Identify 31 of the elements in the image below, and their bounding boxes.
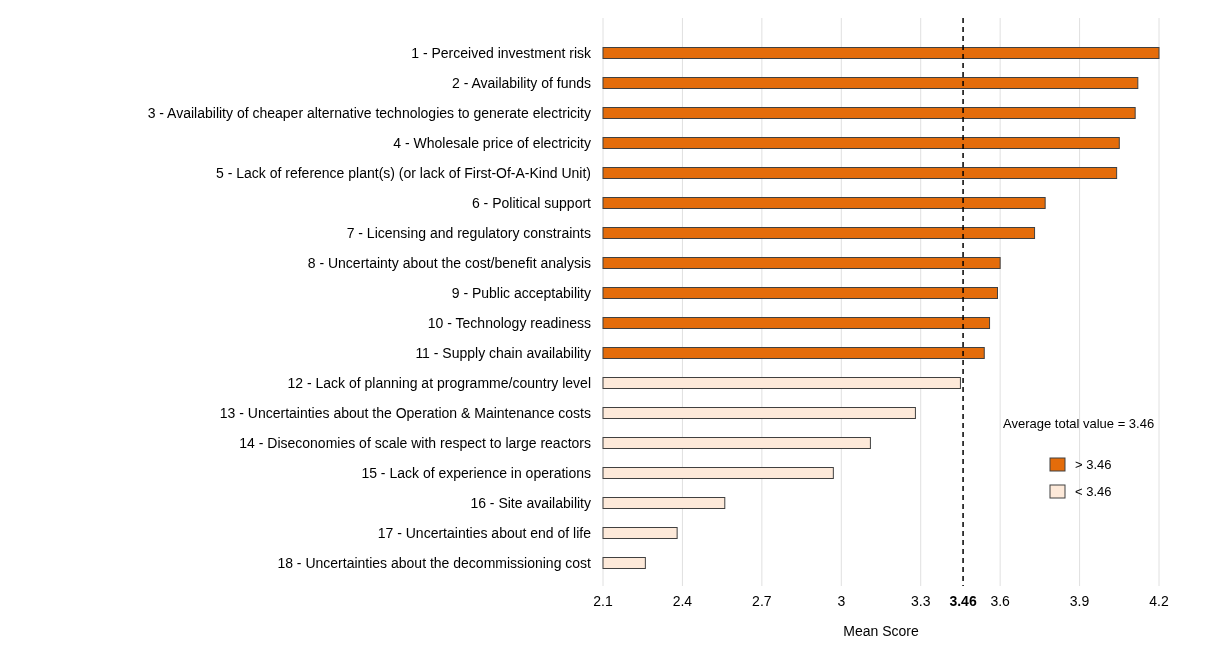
y-tick-label: 9 - Public acceptability: [451, 284, 591, 301]
y-tick-label: 5 - Lack of reference plant(s) (or lack of First-Of-A-Kind Unit): [216, 164, 591, 181]
y-tick-label: 13 - Uncertainties about the Operation & Maintenance costs: [219, 404, 591, 421]
y-tick-label: 3 - Availability of cheaper alternative technologies to generate electricity: [147, 104, 591, 121]
x-tick-label: 3.46: [949, 593, 977, 609]
y-tick-label: 8 - Uncertainty about the cost/benefit analysis: [307, 254, 591, 271]
x-axis-title: Mean Score: [843, 623, 919, 639]
y-tick-label: 7 - Licensing and regulatory constraints: [346, 224, 591, 241]
y-tick-label: 4 - Wholesale price of electricity: [393, 134, 591, 151]
y-tick-label: 14 - Diseconomies of scale with respect to large reactors: [239, 434, 591, 451]
x-tick-label: 3.6: [990, 593, 1011, 609]
legend-label: < 3.46: [1075, 484, 1112, 499]
x-tick-label: 4.2: [1149, 593, 1169, 609]
y-tick-label: 6 - Political support: [471, 194, 592, 211]
x-tick-label: 2.7: [752, 593, 772, 609]
y-tick-label: 2 - Availability of funds: [451, 74, 591, 91]
legend-title: Average total value = 3.46: [1003, 416, 1155, 431]
y-tick-label: 17 - Uncertainties about end of life: [377, 524, 592, 541]
x-tick-label: 3: [837, 593, 846, 609]
y-tick-label: 10 - Technology readiness: [427, 314, 591, 331]
y-tick-label: 16 - Site availability: [470, 494, 591, 511]
y-tick-label: 12 - Lack of planning at programme/country level: [287, 374, 591, 391]
y-tick-label: 11 - Supply chain availability: [415, 344, 591, 361]
y-tick-label: 15 - Lack of experience in operations: [361, 464, 591, 481]
y-tick-label: 1 - Perceived investment risk: [411, 44, 592, 61]
x-tick-label: 2.1: [593, 593, 613, 609]
x-tick-label: 3.9: [1069, 593, 1090, 609]
y-tick-label: 18 - Uncertainties about the decommissioning cost: [277, 554, 592, 571]
x-tick-label: 2.4: [672, 593, 693, 609]
legend-label: > 3.46: [1075, 457, 1112, 472]
x-tick-label: 3.3: [910, 593, 931, 609]
